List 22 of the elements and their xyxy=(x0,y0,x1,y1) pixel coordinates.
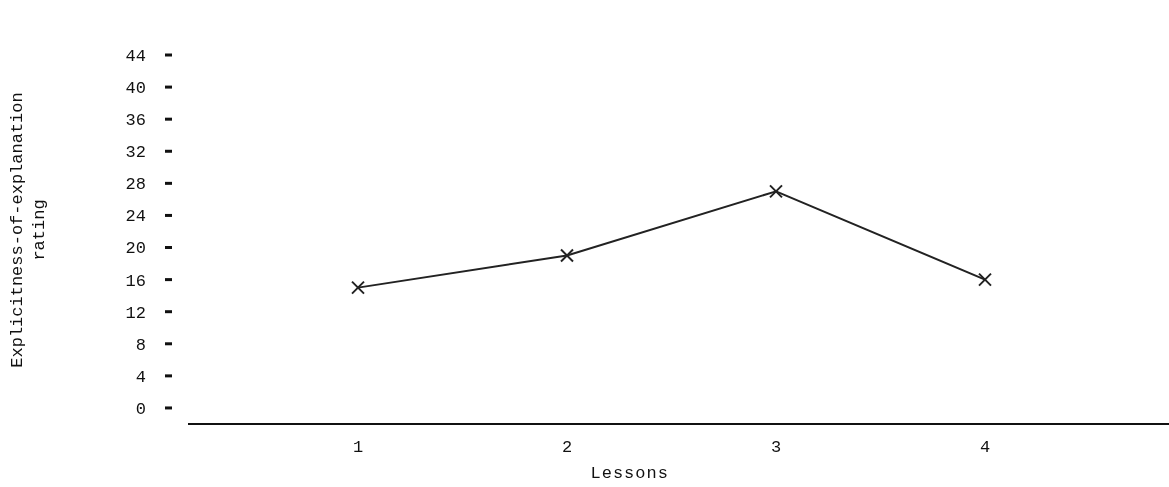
x-tick-label: 1 xyxy=(352,438,364,457)
y-tick-label: 4 xyxy=(135,367,146,387)
x-axis-title: Lessons xyxy=(590,464,669,483)
y-tick-label: 32 xyxy=(125,143,146,163)
y-tick-label: 20 xyxy=(125,239,146,259)
point xyxy=(351,280,365,295)
point xyxy=(978,272,992,287)
y-axis-title: Explicitness-of-explanation rating xyxy=(8,92,49,368)
y-tick-label: 24 xyxy=(125,207,146,227)
x-tick-label: 2 xyxy=(561,438,573,457)
x-tick-label: 3 xyxy=(770,438,782,457)
y-tick-label: 36 xyxy=(125,111,146,131)
y-tick-label: 44 xyxy=(125,46,146,66)
y-tick-label: 28 xyxy=(125,175,146,195)
y-tick-label: 16 xyxy=(125,271,146,291)
y-tick-label: 40 xyxy=(125,79,146,99)
y-tick-label: 8 xyxy=(135,335,146,355)
x-tick-label: 4 xyxy=(979,438,991,457)
point xyxy=(769,184,783,199)
y-tick-label: 0 xyxy=(135,399,146,419)
point xyxy=(560,248,574,263)
y-tick-label: 12 xyxy=(125,303,146,323)
